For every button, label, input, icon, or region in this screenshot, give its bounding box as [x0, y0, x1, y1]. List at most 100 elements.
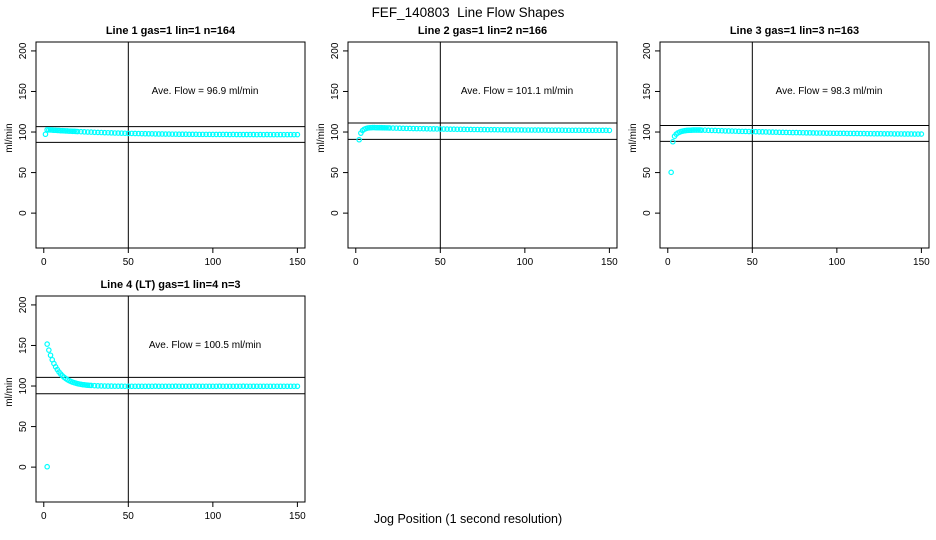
- subplot-title-line-2: Line 2 gas=1 lin=2 n=166: [417, 25, 548, 37]
- data-point: [823, 130, 830, 136]
- plot-area-line-3: 0 50 100 150 0 50 100 150 200 ml/min Ave. Flow = 9…: [628, 41, 930, 268]
- data-point: [840, 130, 847, 137]
- y-tick-label: 150: [330, 83, 341, 100]
- data-point: [454, 126, 461, 133]
- data-point: [766, 129, 773, 135]
- data-point: [705, 127, 712, 134]
- data-point: [746, 128, 752, 135]
- data-point: [525, 127, 532, 133]
- data-point: [444, 126, 450, 132]
- data-point: [108, 383, 115, 389]
- ave-flow-annotation: Ave. Flow = 96.9 ml/min: [152, 86, 259, 97]
- data-point: [390, 125, 396, 131]
- data-point: [210, 131, 216, 138]
- data-point: [216, 131, 223, 138]
- data-point: [210, 383, 216, 390]
- data-point: [213, 383, 220, 390]
- y-tick-label: 50: [330, 167, 341, 179]
- y-tick-label: 0: [18, 464, 29, 470]
- data-point: [729, 128, 735, 134]
- data-point: [467, 126, 474, 133]
- page-title: FEF_140803 Line Flow Shapes: [371, 5, 565, 20]
- data-point: [122, 130, 128, 137]
- y-tick-label: 100: [18, 377, 29, 394]
- data-point: [274, 131, 280, 138]
- x-tick-label: 0: [41, 257, 47, 268]
- data-point: [511, 127, 518, 133]
- data-point: [800, 129, 806, 136]
- data-point: [905, 131, 911, 137]
- x-tick-label: 150: [601, 257, 618, 268]
- data-point: [817, 130, 823, 136]
- x-tick-label: 150: [289, 257, 306, 268]
- x-tick-label: 150: [289, 511, 306, 522]
- data-point: [226, 383, 233, 390]
- data-point: [237, 131, 243, 138]
- data-point: [874, 130, 881, 137]
- data-point: [199, 131, 206, 138]
- subplot-line-3: Line 3 gas=1 lin=3 n=163 0 50 100 150 0 50 100…: [624, 20, 936, 286]
- data-point: [464, 126, 471, 133]
- data-point: [844, 130, 850, 137]
- x-tick-label: 50: [435, 257, 447, 268]
- data-point: [569, 127, 575, 134]
- data-point: [101, 383, 108, 389]
- data-point: [125, 383, 132, 390]
- data-point: [78, 128, 84, 135]
- data-point: [287, 131, 294, 138]
- data-point: [166, 383, 172, 390]
- data-point: [196, 383, 203, 390]
- data-point: [149, 383, 155, 390]
- data-point: [559, 127, 565, 133]
- data-point: [606, 127, 613, 134]
- data-point: [440, 126, 447, 132]
- data-point: [281, 383, 287, 390]
- data-point: [756, 128, 762, 135]
- data-point: [155, 383, 162, 390]
- data-point: [420, 125, 427, 132]
- plot-box: [347, 41, 618, 249]
- data-point: [233, 383, 240, 390]
- data-point: [410, 125, 417, 132]
- data-point: [139, 130, 145, 137]
- data-point: [122, 383, 128, 390]
- data-point: [91, 382, 98, 389]
- data-point: [284, 131, 291, 138]
- data-point: [88, 382, 94, 389]
- data-point: [915, 131, 921, 137]
- data-point: [484, 126, 491, 133]
- data-point: [776, 129, 783, 136]
- data-point: [888, 131, 894, 137]
- data-point: [739, 128, 745, 135]
- data-point: [254, 383, 260, 390]
- data-point: [878, 130, 884, 137]
- ave-flow-annotation: Ave. Flow = 98.3 ml/min: [776, 86, 883, 97]
- data-point: [111, 130, 118, 136]
- data-point: [427, 126, 433, 132]
- y-axis-label: ml/min: [316, 123, 327, 152]
- data-point: [423, 125, 430, 132]
- data-point: [183, 383, 189, 390]
- data-point: [447, 126, 454, 132]
- data-point: [44, 463, 50, 470]
- y-tick-label: 0: [330, 210, 341, 216]
- data-point: [260, 383, 267, 390]
- data-point: [199, 383, 206, 390]
- data-point: [91, 129, 98, 136]
- data-point: [166, 131, 172, 137]
- data-point: [603, 127, 609, 134]
- data-point: [179, 131, 186, 138]
- data-point: [281, 131, 287, 138]
- data-point: [142, 383, 149, 390]
- data-point: [850, 130, 857, 137]
- plot-area-line-4: 0 50 100 150 0 50 100 150 200 ml/min Ave. Flow = 1…: [4, 295, 306, 522]
- data-point: [291, 131, 297, 138]
- data-point: [457, 126, 464, 133]
- data-point: [508, 127, 515, 133]
- data-point: [779, 129, 786, 136]
- data-point: [884, 131, 891, 137]
- data-point: [586, 127, 592, 134]
- data-point: [898, 131, 904, 137]
- x-tick-label: 100: [205, 257, 222, 268]
- y-tick-label: 200: [330, 42, 341, 59]
